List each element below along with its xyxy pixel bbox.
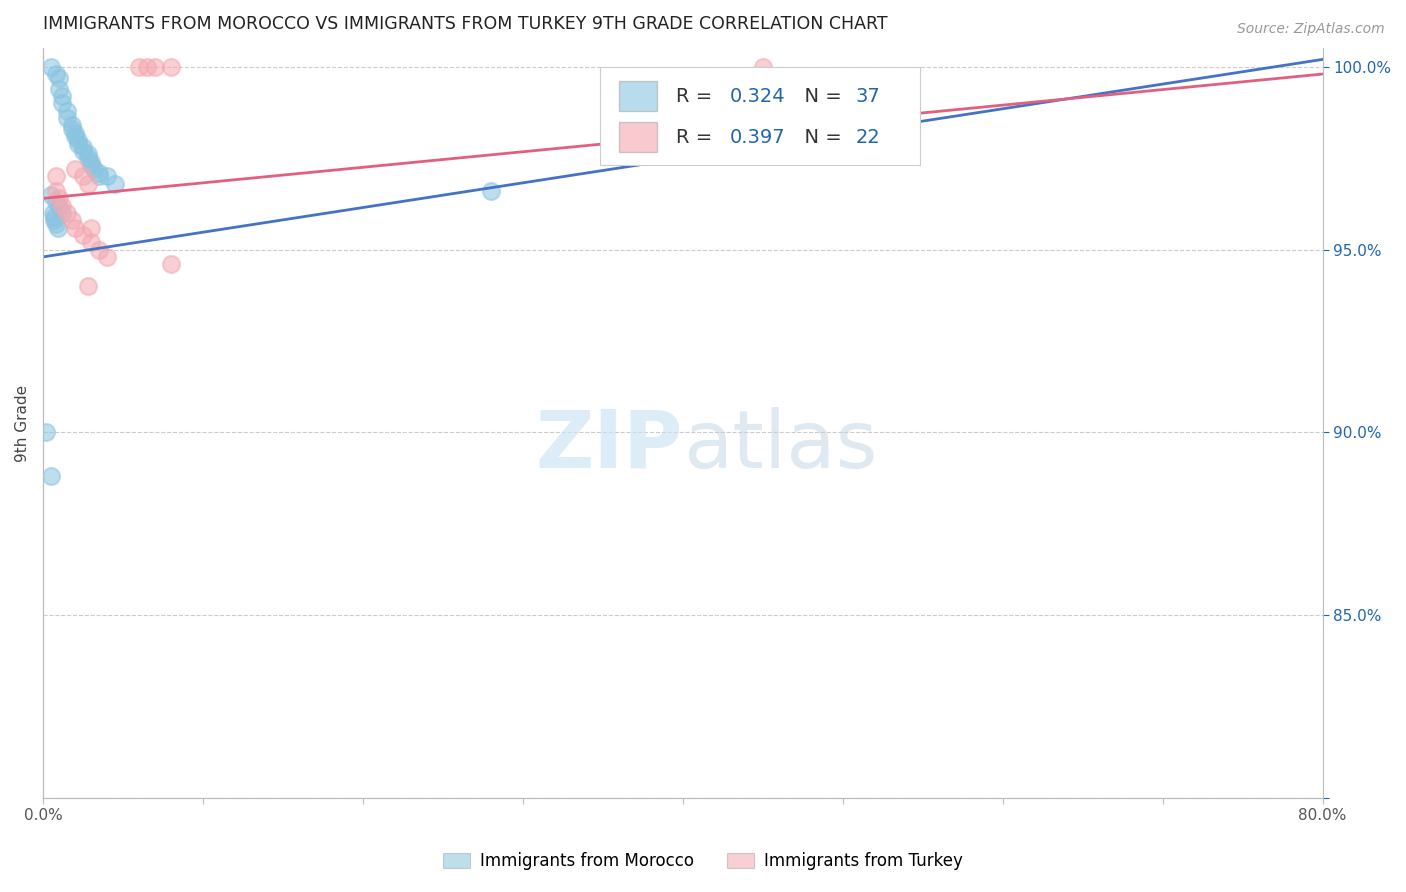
Text: R =: R =	[676, 87, 718, 106]
Point	[45, 184, 67, 198]
Point	[63, 162, 86, 177]
Point	[80, 154, 103, 169]
Point	[128, 60, 150, 74]
Point	[77, 147, 100, 161]
Text: N =: N =	[792, 87, 848, 106]
Point	[160, 257, 183, 271]
Text: 37: 37	[856, 87, 880, 106]
Text: 22: 22	[856, 128, 880, 147]
Point	[46, 220, 69, 235]
Point	[160, 60, 183, 74]
Text: 0.397: 0.397	[730, 128, 786, 147]
Point	[89, 243, 111, 257]
Point	[80, 158, 103, 172]
Point	[51, 199, 73, 213]
Point	[479, 184, 502, 198]
Point	[56, 206, 79, 220]
Point	[51, 89, 73, 103]
Point	[45, 194, 67, 209]
Point	[45, 169, 67, 184]
FancyBboxPatch shape	[619, 81, 657, 112]
Text: Source: ZipAtlas.com: Source: ZipAtlas.com	[1237, 22, 1385, 37]
Point	[67, 133, 90, 147]
Point	[63, 129, 86, 144]
Point	[104, 177, 127, 191]
Text: ZIP: ZIP	[536, 407, 683, 484]
Point	[72, 169, 94, 184]
Legend: Immigrants from Morocco, Immigrants from Turkey: Immigrants from Morocco, Immigrants from…	[436, 846, 970, 877]
Point	[72, 140, 94, 154]
Point	[44, 210, 66, 224]
Point	[51, 206, 73, 220]
Point	[89, 169, 111, 184]
Point	[42, 206, 65, 220]
Point	[39, 469, 62, 483]
Text: R =: R =	[676, 128, 718, 147]
Point	[89, 166, 111, 180]
Point	[77, 177, 100, 191]
Point	[35, 425, 58, 440]
Point	[51, 96, 73, 111]
Point	[72, 144, 94, 158]
Point	[83, 162, 105, 177]
Point	[48, 81, 70, 95]
Point	[136, 60, 159, 74]
Point	[60, 213, 83, 227]
Point	[77, 151, 100, 165]
Point	[143, 60, 166, 74]
Point	[39, 60, 62, 74]
Point	[56, 111, 79, 125]
Point	[45, 67, 67, 81]
Point	[752, 60, 775, 74]
Text: atlas: atlas	[683, 407, 877, 484]
Point	[44, 213, 66, 227]
FancyBboxPatch shape	[619, 122, 657, 153]
Point	[45, 217, 67, 231]
Point	[96, 169, 118, 184]
Point	[72, 227, 94, 242]
Text: N =: N =	[792, 128, 848, 147]
Point	[60, 121, 83, 136]
Point	[67, 136, 90, 151]
Point	[77, 279, 100, 293]
Point	[39, 187, 62, 202]
Point	[63, 220, 86, 235]
Point	[56, 103, 79, 118]
Point	[48, 199, 70, 213]
Point	[63, 126, 86, 140]
Point	[80, 235, 103, 250]
Y-axis label: 9th Grade: 9th Grade	[15, 384, 30, 462]
Point	[96, 250, 118, 264]
Point	[48, 191, 70, 205]
Text: IMMIGRANTS FROM MOROCCO VS IMMIGRANTS FROM TURKEY 9TH GRADE CORRELATION CHART: IMMIGRANTS FROM MOROCCO VS IMMIGRANTS FR…	[44, 15, 887, 33]
Point	[60, 118, 83, 132]
Text: 0.324: 0.324	[730, 87, 786, 106]
FancyBboxPatch shape	[600, 67, 920, 165]
Point	[80, 220, 103, 235]
Point	[48, 70, 70, 85]
